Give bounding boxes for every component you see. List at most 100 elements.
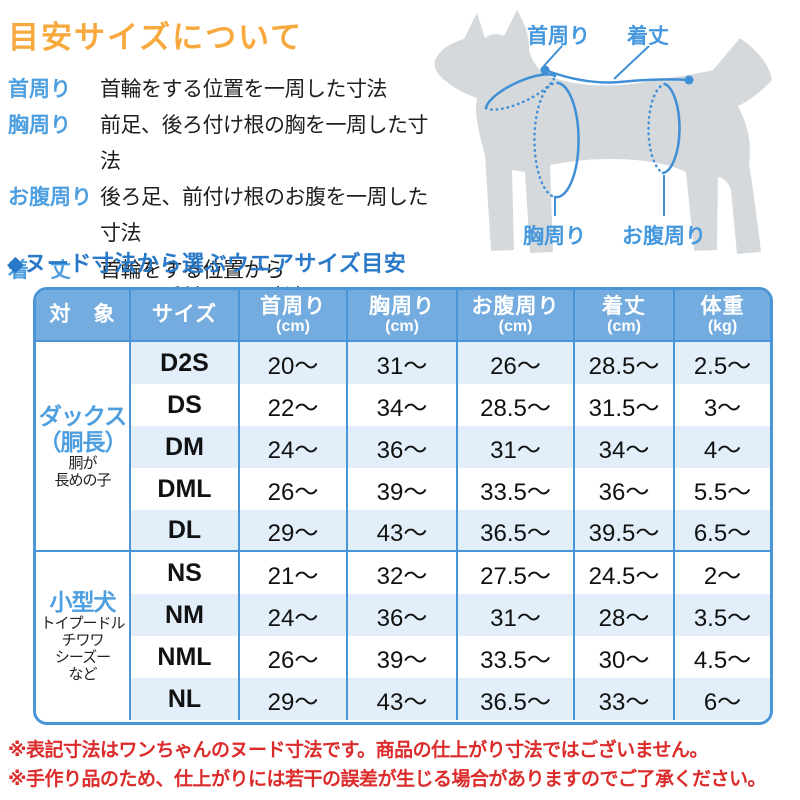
definition-chest: 胸周り 前足、後ろ付け根の胸を一周した寸法 bbox=[8, 108, 429, 180]
table-cell-neck: 21〜 bbox=[240, 552, 348, 594]
table-cell-belly: 36.5〜 bbox=[458, 510, 575, 552]
definition-term: お腹周り bbox=[8, 186, 92, 209]
note-handmade: ※手作り品のため、仕上がりには若干の誤差が生じる場合がありますのでご了承ください… bbox=[8, 769, 766, 790]
table-section-title: ◆ヌード寸法から選ぶウエアサイズ目安 bbox=[7, 251, 407, 276]
group-note: 胴が bbox=[68, 455, 97, 472]
table-cell-neck: 24〜 bbox=[240, 594, 348, 636]
table-cell-belly: 31〜 bbox=[458, 426, 575, 468]
table-cell-size: DM bbox=[131, 426, 240, 468]
table-cell-belly: 26〜 bbox=[458, 342, 575, 384]
table-cell-length: 31.5〜 bbox=[575, 384, 675, 426]
group-note: 長めの子 bbox=[54, 472, 111, 489]
header-label: お腹周り bbox=[471, 294, 560, 318]
table-cell-size: DS bbox=[131, 384, 240, 426]
col-header-weight: 体重 (kg) bbox=[675, 290, 770, 342]
table-cell-weight: 4〜 bbox=[675, 426, 770, 468]
disclaimer-notes: ※表記寸法はワンちゃんのヌード寸法です。商品の仕上がり寸法ではございません。 ※… bbox=[8, 736, 766, 794]
page-title: 目安サイズについて bbox=[8, 20, 304, 55]
table-cell-length: 39.5〜 bbox=[575, 510, 675, 552]
definition-term: 胸周り bbox=[8, 114, 71, 137]
table-cell-neck: 26〜 bbox=[240, 636, 348, 678]
group-name: 小型犬 bbox=[49, 589, 117, 615]
group-note: など bbox=[68, 666, 97, 683]
table-cell-chest: 39〜 bbox=[348, 636, 458, 678]
definition-term: 着 丈 bbox=[8, 259, 71, 282]
definition-desc: 後ろ足、前付け根のお腹を一周した寸法 bbox=[100, 186, 429, 245]
table-cell-chest: 43〜 bbox=[348, 510, 458, 552]
table-cell-length: 28〜 bbox=[575, 594, 675, 636]
header-label: 体重 bbox=[700, 294, 745, 318]
col-header-belly: お腹周り (cm) bbox=[458, 290, 575, 342]
table-cell-weight: 6〜 bbox=[675, 678, 770, 720]
table-cell-chest: 39〜 bbox=[348, 468, 458, 510]
table-cell-length: 34〜 bbox=[575, 426, 675, 468]
definition-desc-line1: 首輪をする位置から bbox=[100, 259, 285, 282]
table-cell-neck: 29〜 bbox=[240, 678, 348, 720]
dog-silhouette-illustration bbox=[434, 10, 772, 254]
table-cell-neck: 24〜 bbox=[240, 426, 348, 468]
diagram-label-belly: お腹周り bbox=[622, 225, 706, 248]
table-cell-size: NS bbox=[131, 552, 240, 594]
table-cell-size: NL bbox=[131, 678, 240, 720]
header-label: 首周り bbox=[260, 294, 326, 318]
definition-neck: 首周り 首輪をする位置を一周した寸法 bbox=[8, 72, 428, 108]
table-cell-chest: 32〜 bbox=[348, 552, 458, 594]
table-cell-length: 30〜 bbox=[575, 636, 675, 678]
diagram-label-length: 着丈 bbox=[627, 25, 669, 48]
group-note: チワワ bbox=[61, 632, 104, 649]
diagram-label-chest: 胸周り bbox=[523, 225, 586, 248]
table-cell-weight: 3〜 bbox=[675, 384, 770, 426]
group-cell-dachshund: ダックス （胴長） 胴が 長めの子 bbox=[36, 342, 131, 552]
table-cell-chest: 36〜 bbox=[348, 594, 458, 636]
table-cell-weight: 5.5〜 bbox=[675, 468, 770, 510]
col-header-length: 着丈 (cm) bbox=[575, 290, 675, 342]
table-cell-neck: 22〜 bbox=[240, 384, 348, 426]
definition-desc: 首輪をする位置を一周した寸法 bbox=[100, 78, 388, 101]
group-name: ダックス bbox=[38, 403, 127, 429]
table-cell-neck: 29〜 bbox=[240, 510, 348, 552]
definition-desc: 前足、後ろ付け根の胸を一周した寸法 bbox=[100, 114, 429, 173]
header-label: サイズ bbox=[151, 303, 218, 326]
table-cell-neck: 20〜 bbox=[240, 342, 348, 384]
note-nude-size: ※表記寸法はワンちゃんのヌード寸法です。商品の仕上がり寸法ではございません。 bbox=[8, 740, 709, 761]
group-note: トイプードル bbox=[40, 615, 125, 632]
definition-belly: お腹周り 後ろ足、前付け根のお腹を一周した寸法 bbox=[8, 180, 429, 252]
size-chart-table: 対 象 サイズ 首周り (cm) 胸周り (cm) お腹周り (cm) 着丈 (cm) … bbox=[33, 287, 773, 725]
table-cell-chest: 43〜 bbox=[348, 678, 458, 720]
table-cell-size: D2S bbox=[131, 342, 240, 384]
table-cell-belly: 33.5〜 bbox=[458, 636, 575, 678]
table-cell-belly: 31〜 bbox=[458, 594, 575, 636]
table-cell-length: 28.5〜 bbox=[575, 342, 675, 384]
table-cell-weight: 2〜 bbox=[675, 552, 770, 594]
table-cell-belly: 27.5〜 bbox=[458, 552, 575, 594]
table-cell-size: DL bbox=[131, 510, 240, 552]
table-cell-size: NM bbox=[131, 594, 240, 636]
table-cell-belly: 36.5〜 bbox=[458, 678, 575, 720]
table-cell-weight: 6.5〜 bbox=[675, 510, 770, 552]
table-cell-size: NML bbox=[131, 636, 240, 678]
table-cell-belly: 33.5〜 bbox=[458, 468, 575, 510]
table-cell-length: 33〜 bbox=[575, 678, 675, 720]
table-cell-weight: 4.5〜 bbox=[675, 636, 770, 678]
dog-measurement-diagram: 首周り 着丈 胸周り お腹周り bbox=[420, 0, 800, 270]
col-header-chest: 胸周り (cm) bbox=[348, 290, 458, 342]
header-unit: (kg) bbox=[707, 317, 738, 335]
table-cell-neck: 26〜 bbox=[240, 468, 348, 510]
table-cell-chest: 31〜 bbox=[348, 342, 458, 384]
table-cell-length: 24.5〜 bbox=[575, 552, 675, 594]
table-cell-belly: 28.5〜 bbox=[458, 384, 575, 426]
table-cell-size: DML bbox=[131, 468, 240, 510]
header-label: 対 象 bbox=[49, 303, 116, 326]
header-unit: (cm) bbox=[276, 317, 310, 335]
header-unit: (cm) bbox=[498, 317, 533, 335]
table-cell-length: 36〜 bbox=[575, 468, 675, 510]
diagram-label-neck: 首周り bbox=[527, 25, 590, 48]
group-cell-small-dogs: 小型犬 トイプードル チワワ シーズー など bbox=[36, 552, 131, 720]
table-cell-chest: 34〜 bbox=[348, 384, 458, 426]
table-cell-weight: 3.5〜 bbox=[675, 594, 770, 636]
header-label: 胸周り bbox=[369, 294, 435, 318]
group-name-line2: （胴長） bbox=[38, 429, 128, 455]
col-header-size: サイズ bbox=[131, 290, 240, 342]
col-header-neck: 首周り (cm) bbox=[240, 290, 348, 342]
definition-term: 首周り bbox=[8, 78, 71, 101]
